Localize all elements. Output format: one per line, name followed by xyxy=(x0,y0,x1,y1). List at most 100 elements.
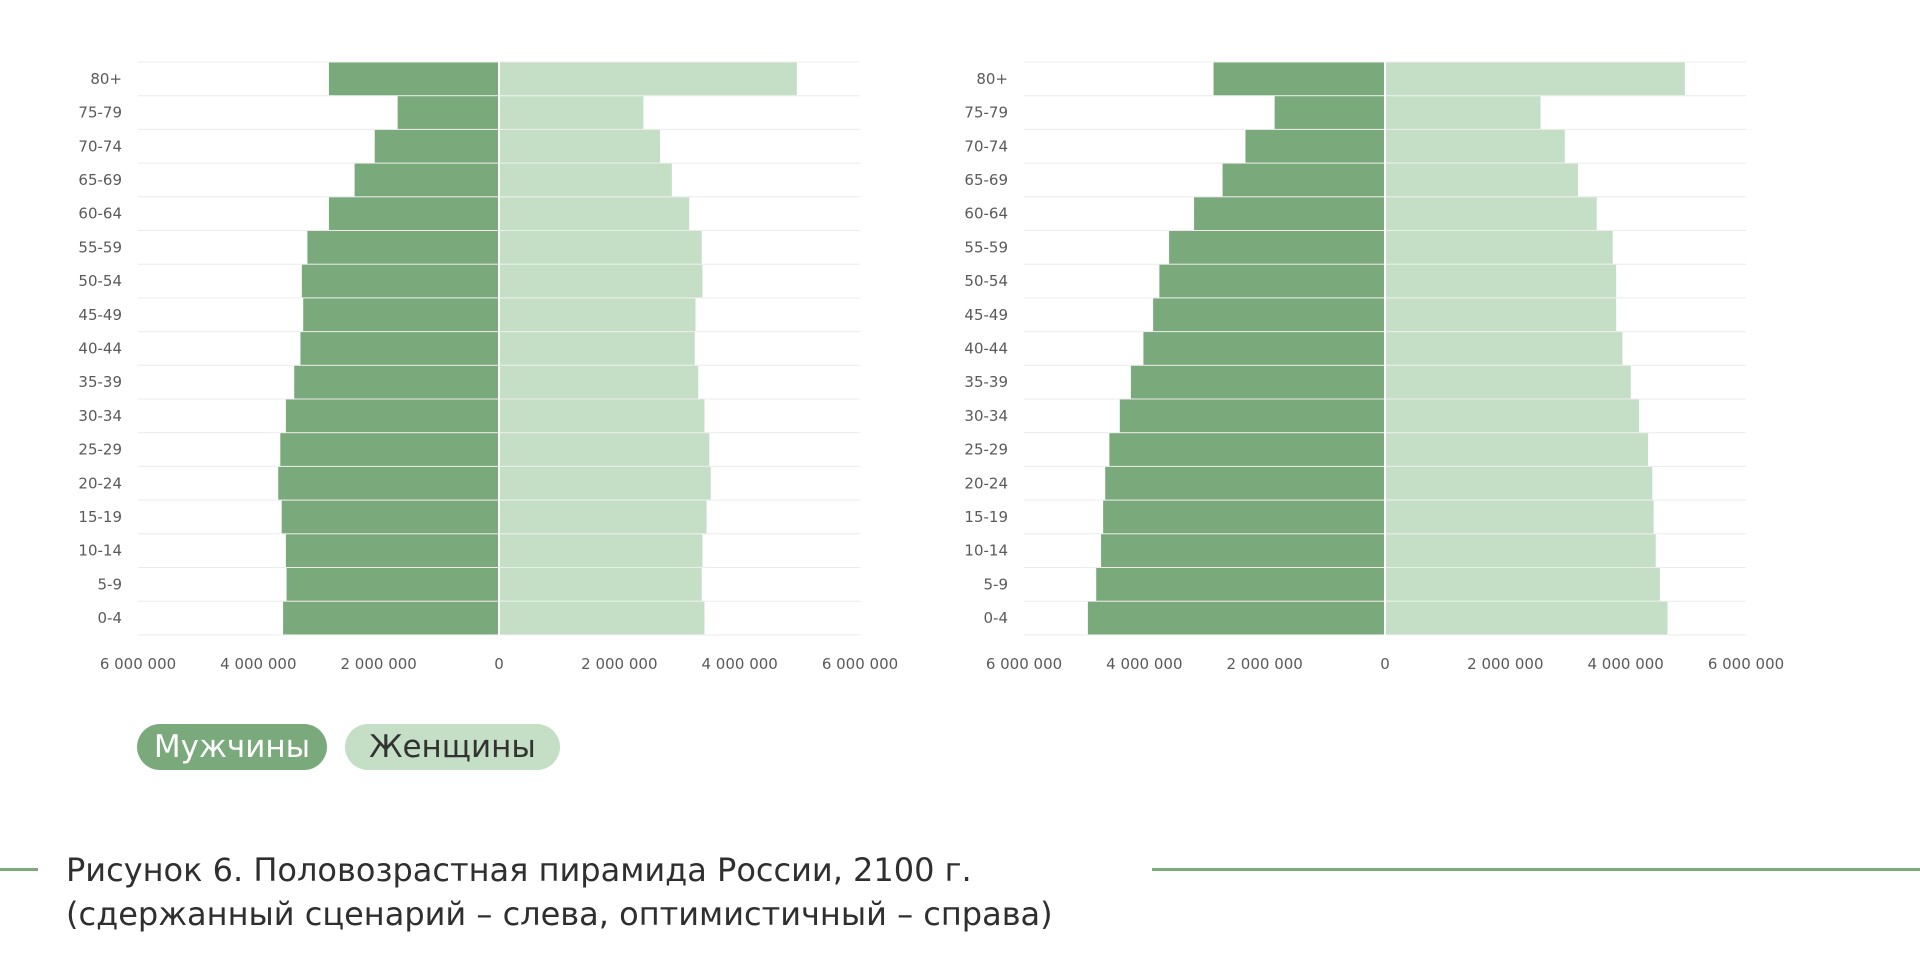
figure-caption: Рисунок 6. Половозрастная пирамида Росси… xyxy=(66,848,1053,936)
bar-women xyxy=(499,298,696,332)
bar-women xyxy=(1385,163,1578,197)
age-group-label: 0-4 xyxy=(98,609,123,627)
bar-women xyxy=(1385,399,1640,433)
bar-men xyxy=(328,62,499,96)
x-tick-label: 6 000 000 xyxy=(100,655,176,673)
bar-women xyxy=(499,96,644,129)
bar-women xyxy=(499,62,797,96)
x-tick-label: 6 000 000 xyxy=(822,655,898,673)
bar-women xyxy=(1385,466,1653,500)
bar-men xyxy=(1130,365,1385,399)
bar-men xyxy=(374,129,499,163)
bar-men xyxy=(1143,332,1385,365)
bar-men xyxy=(278,466,499,500)
x-tick-label: 6 000 000 xyxy=(1708,655,1784,673)
caption-rule-left xyxy=(0,868,38,871)
age-group-label: 60-64 xyxy=(964,205,1008,223)
x-tick-label: 0 xyxy=(494,655,504,673)
bar-women xyxy=(499,264,703,298)
x-tick-label: 2 000 000 xyxy=(1467,655,1543,673)
bar-men xyxy=(1096,568,1385,601)
age-group-label: 40-44 xyxy=(964,339,1008,357)
bar-women xyxy=(1385,534,1656,567)
bar-women xyxy=(499,399,705,433)
x-tick-label: 4 000 000 xyxy=(1106,655,1182,673)
age-group-label: 5-9 xyxy=(984,575,1009,593)
legend-women: Женщины xyxy=(345,724,560,770)
bar-women xyxy=(499,129,661,163)
bar-men xyxy=(1087,601,1385,635)
age-group-label: 70-74 xyxy=(964,137,1008,155)
x-tick-label: 2 000 000 xyxy=(581,655,657,673)
bar-men xyxy=(1169,231,1385,264)
age-group-label: 70-74 xyxy=(78,137,122,155)
age-group-label: 5-9 xyxy=(98,575,123,593)
x-tick-label: 2 000 000 xyxy=(340,655,416,673)
age-group-label: 0-4 xyxy=(984,609,1009,627)
age-group-label: 50-54 xyxy=(964,272,1008,290)
x-tick-label: 2 000 000 xyxy=(1226,655,1302,673)
bar-women xyxy=(499,534,703,567)
bar-men xyxy=(281,500,499,534)
age-group-label: 35-39 xyxy=(78,373,122,391)
bar-men xyxy=(1103,500,1385,534)
bar-men xyxy=(328,197,499,230)
bar-women xyxy=(499,500,707,534)
bar-men xyxy=(1213,62,1385,96)
age-group-label: 75-79 xyxy=(964,104,1008,122)
bar-women xyxy=(499,466,711,500)
age-group-label: 75-79 xyxy=(78,104,122,122)
bar-men xyxy=(397,96,499,129)
bar-women xyxy=(499,568,702,601)
bar-men xyxy=(1101,534,1385,567)
bar-men xyxy=(303,298,499,332)
bar-men xyxy=(1194,197,1385,230)
bar-women xyxy=(1385,264,1617,298)
bar-men xyxy=(1159,264,1385,298)
age-group-label: 65-69 xyxy=(78,171,122,189)
caption-rule-right xyxy=(1152,868,1920,871)
bar-men xyxy=(300,332,499,365)
bar-women xyxy=(499,365,699,399)
bar-women xyxy=(1385,433,1649,466)
x-tick-label: 0 xyxy=(1380,655,1390,673)
age-group-label: 30-34 xyxy=(78,407,122,425)
bar-men xyxy=(286,568,499,601)
bar-men xyxy=(280,433,499,466)
legend-women-label: Женщины xyxy=(369,729,536,765)
age-group-label: 10-14 xyxy=(964,542,1008,560)
pyramid-chart-optimistic: 80+ 75-79 70-74 65-69 60-64 55-59 50-54 45-49 40… xyxy=(964,61,1784,673)
x-tick-label: 4 000 000 xyxy=(702,655,778,673)
age-group-label: 20-24 xyxy=(78,474,122,492)
age-group-label: 25-29 xyxy=(964,441,1008,459)
age-group-label: 60-64 xyxy=(78,205,122,223)
bar-men xyxy=(285,534,499,567)
age-group-label: 30-34 xyxy=(964,407,1008,425)
age-group-label: 15-19 xyxy=(964,508,1008,526)
bar-women xyxy=(499,433,710,466)
bar-women xyxy=(1385,197,1597,230)
age-group-label: 55-59 xyxy=(964,238,1008,256)
bar-men xyxy=(294,365,499,399)
age-group-label: 50-54 xyxy=(78,272,122,290)
caption-line-1: Рисунок 6. Половозрастная пирамида Росси… xyxy=(66,851,972,889)
bar-men xyxy=(1245,129,1385,163)
age-group-label: 65-69 xyxy=(964,171,1008,189)
bar-women xyxy=(1385,568,1660,601)
age-group-label: 25-29 xyxy=(78,441,122,459)
x-tick-label: 4 000 000 xyxy=(220,655,296,673)
age-group-label: 80+ xyxy=(90,70,122,88)
bar-women xyxy=(1385,129,1565,163)
bar-women xyxy=(1385,96,1541,129)
caption-line-2: (сдержанный сценарий – слева, оптимистич… xyxy=(66,895,1053,933)
bar-women xyxy=(1385,500,1654,534)
bar-women xyxy=(1385,62,1685,96)
x-tick-label: 4 000 000 xyxy=(1588,655,1664,673)
bar-women xyxy=(499,332,695,365)
bar-women xyxy=(499,231,702,264)
bar-women xyxy=(1385,365,1631,399)
age-group-label: 80+ xyxy=(976,70,1008,88)
age-group-label: 20-24 xyxy=(964,474,1008,492)
bar-women xyxy=(1385,332,1623,365)
bar-women xyxy=(1385,601,1668,635)
